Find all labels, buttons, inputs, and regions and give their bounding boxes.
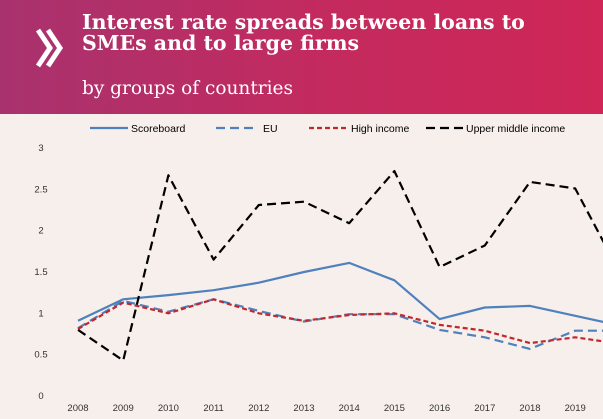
y-tick-label: 1 [38,308,43,319]
legend-label: EU [263,123,278,135]
chart-subtitle: by groups of countries [82,78,293,99]
series-lines [77,169,603,362]
legend-label: High income [351,123,410,135]
x-tick-label: 2017 [474,403,495,414]
y-tick-label: 3 [38,143,43,154]
y-tick-label: 2 [38,226,43,237]
x-tick-label: 2016 [429,403,450,414]
x-tick-label: 2018 [519,403,540,414]
y-tick-label: 1.5 [34,267,47,278]
legend-label: Scoreboard [131,123,185,135]
y-tick-label: 2.5 [34,184,47,195]
double-chevron-right-icon [36,28,64,68]
x-tick-label: 2013 [293,403,314,414]
x-tick-label: 2008 [67,403,88,414]
line-chart: Scoreboard EU High income Upper middle inco… [34,123,603,414]
x-tick-label: 2010 [158,403,179,414]
legend-label: Upper middle income [466,123,565,135]
series-line-upper-middle-income [77,169,603,362]
title-banner: Interest rate spreads between loans to S… [0,0,603,114]
y-tick-label: 0 [38,391,43,402]
y-tick-label: 0.5 [34,350,47,361]
x-tick-label: 2012 [248,403,269,414]
x-tick-label: 2011 [203,403,223,414]
y-axis: 0 0.5 1 1.5 2 2.5 3 [34,143,47,402]
x-tick-label: 2014 [339,403,360,414]
series-line-scoreboard [77,261,603,324]
series-line-high-income [77,298,603,345]
x-tick-label: 2009 [113,403,134,414]
x-tick-label: 2015 [384,403,405,414]
chart-title: Interest rate spreads between loans to S… [82,10,525,55]
x-tick-label: 2019 [565,403,586,414]
x-axis: 2008 2009 2010 2011 2012 2013 2014 2015 2016 2017… [67,403,586,414]
legend: Scoreboard EU High income Upper middle inco… [90,123,565,135]
